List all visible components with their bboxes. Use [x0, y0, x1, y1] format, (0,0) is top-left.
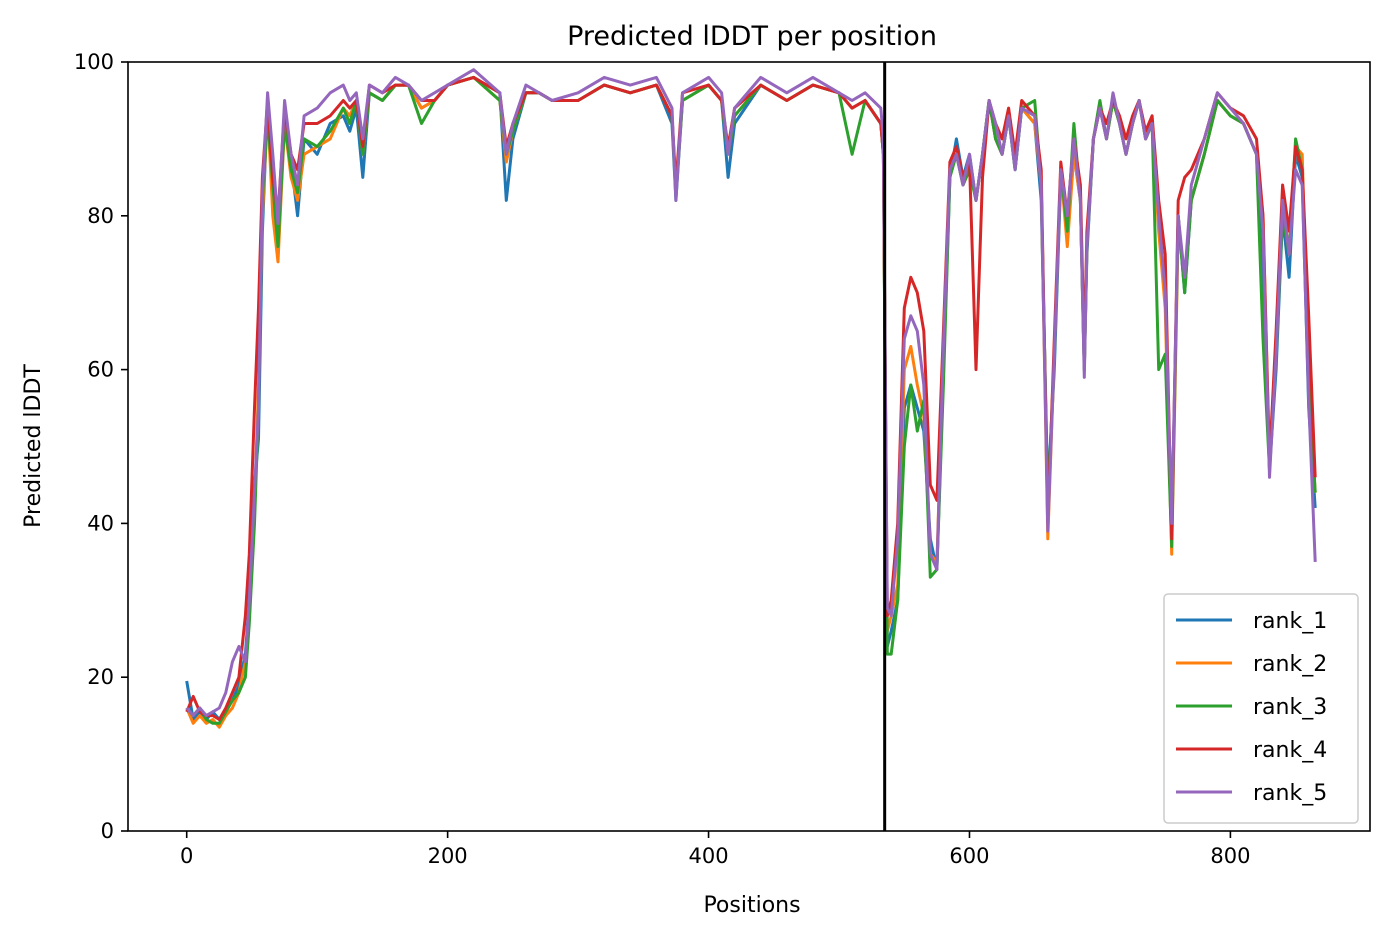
plot-frame	[127, 61, 1371, 832]
x-tick-label: 800	[1210, 844, 1250, 868]
legend-label-rank_2: rank_2	[1253, 652, 1327, 677]
legend-label-rank_5: rank_5	[1253, 781, 1327, 806]
legend-label-rank_3: rank_3	[1253, 695, 1327, 720]
x-tick-label: 600	[949, 844, 989, 868]
x-tick-label: 200	[428, 844, 468, 868]
y-tick-label: 0	[101, 819, 114, 843]
y-tick-label: 60	[87, 358, 114, 382]
series-line-rank_4	[185, 75, 1317, 721]
legend-label-rank_1: rank_1	[1253, 609, 1327, 634]
series-line-rank_2	[185, 75, 1317, 729]
legend: rank_1 rank_2 rank_3 rank_4 rank_5	[1163, 593, 1359, 824]
y-axis: 0 20 40 60 80 100	[74, 50, 128, 843]
legend-frame	[1163, 593, 1359, 824]
chart-title: Predicted lDDT per position	[567, 21, 937, 52]
legend-label-rank_4: rank_4	[1253, 738, 1327, 763]
y-tick-label: 80	[87, 204, 114, 228]
series-line-rank_5	[185, 68, 1317, 718]
series-lines	[185, 68, 1317, 729]
x-axis: 0 200 400 600 800	[180, 831, 1250, 868]
series-line-rank_1	[185, 75, 1317, 721]
plot-area	[127, 61, 1371, 832]
y-axis-label: Predicted lDDT	[21, 364, 46, 528]
x-tick-label: 400	[689, 844, 729, 868]
y-tick-label: 40	[87, 511, 114, 535]
x-axis-label: Positions	[703, 893, 800, 918]
x-tick-label: 0	[180, 844, 193, 868]
y-tick-label: 100	[74, 50, 114, 74]
series-line-rank_3	[185, 75, 1317, 725]
y-tick-label: 20	[87, 665, 114, 689]
